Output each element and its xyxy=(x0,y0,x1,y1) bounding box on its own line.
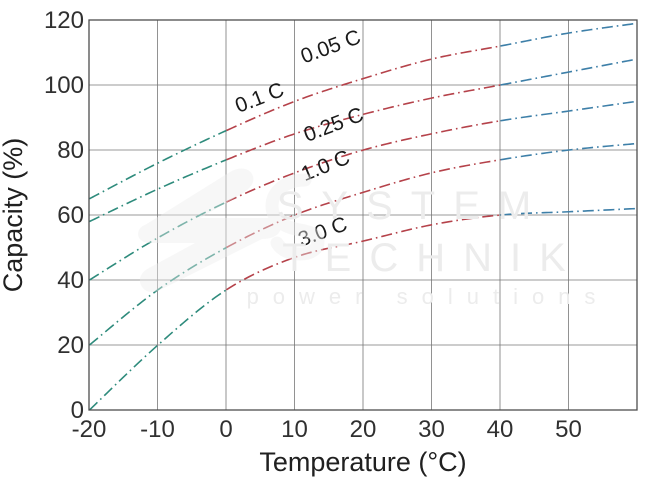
svg-text:Temperature (°C): Temperature (°C) xyxy=(259,447,466,477)
svg-text:100: 100 xyxy=(44,72,84,99)
svg-text:10: 10 xyxy=(281,416,308,443)
svg-text:120: 120 xyxy=(44,7,84,34)
svg-text:power solutions: power solutions xyxy=(247,284,610,309)
svg-text:Capacity (%): Capacity (%) xyxy=(0,138,28,293)
svg-text:30: 30 xyxy=(418,416,445,443)
svg-text:0.05 C: 0.05 C xyxy=(298,26,364,69)
svg-text:SYSTEM: SYSTEM xyxy=(277,184,549,228)
svg-text:20: 20 xyxy=(57,332,84,359)
svg-text:40: 40 xyxy=(487,416,514,443)
svg-text:80: 80 xyxy=(57,137,84,164)
svg-text:40: 40 xyxy=(57,267,84,294)
svg-text:0: 0 xyxy=(219,416,232,443)
svg-text:20: 20 xyxy=(350,416,377,443)
svg-text:0.25 C: 0.25 C xyxy=(301,103,367,147)
svg-text:TECHNIK: TECHNIK xyxy=(282,236,584,280)
svg-text:50: 50 xyxy=(555,416,582,443)
svg-text:60: 60 xyxy=(57,202,84,229)
svg-text:-20: -20 xyxy=(72,416,107,443)
svg-text:-10: -10 xyxy=(140,416,175,443)
svg-text:0.1 C: 0.1 C xyxy=(232,78,287,117)
